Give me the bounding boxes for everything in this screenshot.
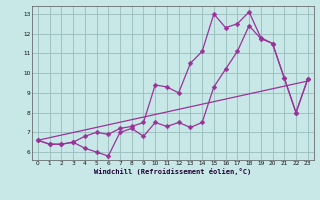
X-axis label: Windchill (Refroidissement éolien,°C): Windchill (Refroidissement éolien,°C) <box>94 168 252 175</box>
